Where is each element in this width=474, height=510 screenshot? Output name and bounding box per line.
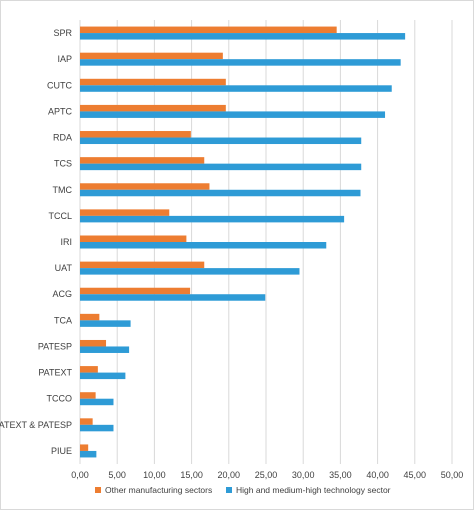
bar-other-manufacturing-6 [80, 183, 210, 190]
category-label: TCS [54, 159, 72, 169]
legend-swatch [226, 487, 232, 493]
x-tick-label: 10,00 [143, 470, 166, 480]
category-label: PIUE [51, 446, 72, 456]
category-labels: SPR IAP CUTC APTC RDA TCS TMC TCCL IRI UAT ACG TCA P… [0, 28, 73, 456]
legend: Other manufacturing sectors High and medi… [95, 485, 391, 495]
category-label: IRI [60, 237, 72, 247]
legend-label: Other manufacturing sectors [105, 485, 212, 495]
bar-other-manufacturing-2 [80, 78, 226, 86]
bar-other-manufacturing-12 [80, 339, 107, 347]
category-label: TCCL [48, 211, 72, 221]
bar-high-tech-14 [80, 398, 114, 406]
bar-other-manufacturing-14 [80, 392, 96, 399]
x-tick-label: 20,00 [218, 470, 241, 480]
bar-other-manufacturing-3 [80, 104, 226, 112]
legend-swatch [95, 487, 101, 493]
bar-high-tech-3 [80, 111, 386, 118]
category-label: UAT [55, 263, 73, 273]
x-tick-label: 35,00 [329, 470, 352, 480]
category-label: RDA [53, 133, 72, 143]
bar-high-tech-0 [80, 33, 406, 40]
x-tick-label: 25,00 [255, 470, 278, 480]
x-tick-label: 30,00 [292, 470, 315, 480]
bar-high-tech-13 [80, 372, 126, 380]
bar-other-manufacturing-15 [80, 418, 93, 425]
x-tick-label: 45,00 [404, 470, 427, 480]
bar-other-manufacturing-13 [80, 366, 98, 373]
category-label: SPR [53, 28, 72, 38]
bar-other-manufacturing-16 [80, 444, 89, 451]
x-tick-label: 15,00 [180, 470, 203, 480]
category-label: APTC [48, 106, 73, 116]
bar-high-tech-12 [80, 346, 130, 353]
bar-high-tech-4 [80, 137, 362, 145]
category-label: ACG [52, 289, 72, 299]
bar-high-tech-11 [80, 320, 131, 327]
bar-other-manufacturing-9 [80, 261, 205, 269]
bar-other-manufacturing-7 [80, 209, 170, 216]
bar-high-tech-7 [80, 215, 345, 223]
bar-high-tech-16 [80, 450, 97, 458]
bar-other-manufacturing-11 [80, 313, 100, 321]
bar-high-tech-10 [80, 294, 266, 301]
category-label: PATEXT & PATESP [0, 420, 72, 430]
x-tick-label: 40,00 [366, 470, 389, 480]
bar-other-manufacturing-5 [80, 157, 205, 164]
category-label: IAP [57, 54, 72, 64]
bar-other-manufacturing-4 [80, 131, 191, 138]
bar-high-tech-5 [80, 163, 362, 171]
bars [80, 26, 406, 458]
category-label: PATESP [38, 341, 72, 351]
bar-high-tech-9 [80, 268, 300, 275]
bar-other-manufacturing-0 [80, 26, 337, 34]
bar-high-tech-8 [80, 242, 327, 249]
x-tick-label: 5,00 [108, 470, 126, 480]
grid-lines [79, 20, 453, 464]
category-label: CUTC [47, 80, 72, 90]
bar-other-manufacturing-1 [80, 52, 223, 60]
bar-other-manufacturing-8 [80, 235, 187, 242]
bar-high-tech-6 [80, 189, 361, 197]
bar-high-tech-2 [80, 85, 392, 92]
x-tick-labels: 0,00 5,00 10,00 15,00 20,00 25,00 30,00 35,00 40… [71, 470, 463, 480]
bar-other-manufacturing-10 [80, 287, 191, 295]
category-label: TCA [54, 315, 72, 325]
category-label: TCCO [47, 394, 73, 404]
bar-high-tech-1 [80, 59, 401, 66]
category-label: TMC [53, 185, 73, 195]
x-tick-label: 0,00 [71, 470, 89, 480]
legend-label: High and medium-high technology sector [236, 485, 391, 495]
category-label: PATEXT [38, 368, 72, 378]
bar-high-tech-15 [80, 424, 114, 432]
x-tick-label: 50,00 [441, 470, 464, 480]
